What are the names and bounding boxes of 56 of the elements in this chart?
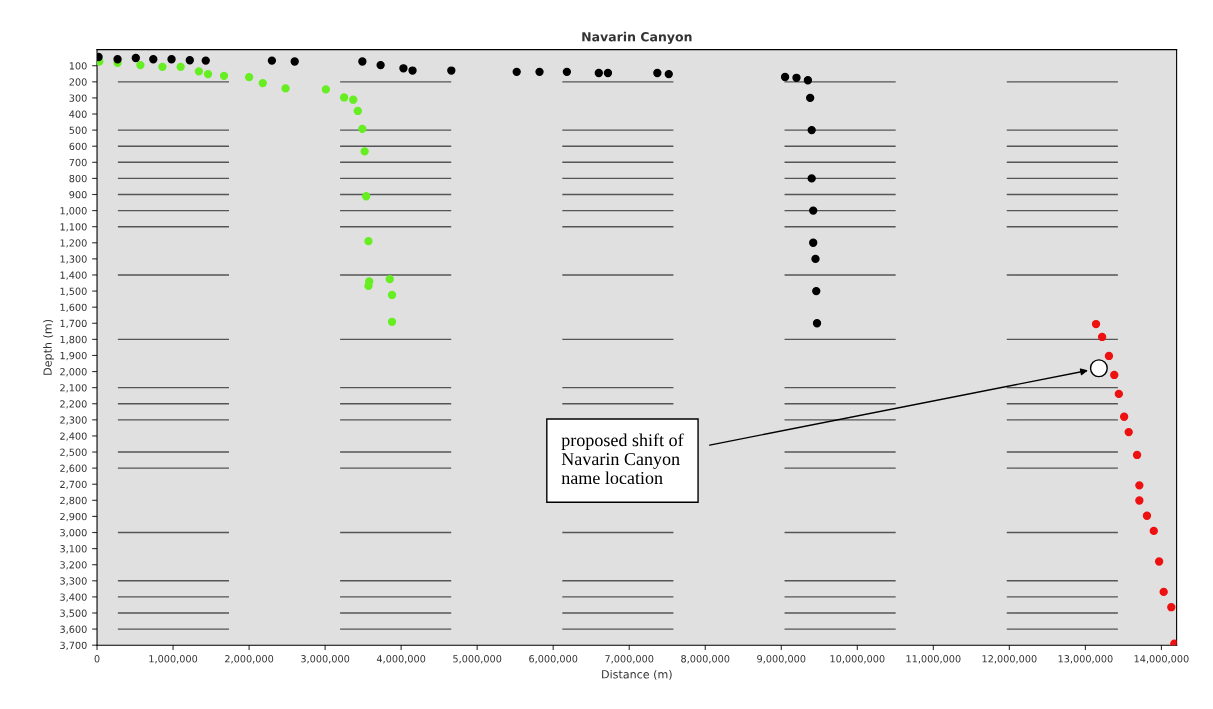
annotation: proposed shift of Navarin Canyon name location (561, 433, 684, 485)
y-tick-label: 600 (69, 142, 87, 151)
y-tick-label: 1,100 (60, 223, 87, 232)
y-tick-label: 900 (69, 190, 87, 199)
y-tick-label: 3,400 (60, 593, 87, 602)
y-tick-label: 2,500 (60, 448, 87, 457)
y-tick-label: 2,800 (60, 496, 87, 506)
y-tick-label: 200 (69, 78, 87, 86)
y-tick-label: 2,600 (60, 464, 87, 473)
y-tick-label: 3,200 (60, 561, 87, 570)
x-tick-label: 8,000,000 (681, 655, 730, 664)
y-tick-label: 1,300 (60, 255, 87, 264)
y-tick-label: 1,600 (60, 303, 87, 312)
y-tick-label: 100 (69, 62, 87, 70)
y-tick-label: 3,500 (60, 609, 87, 618)
y-tick-label: 300 (69, 94, 87, 102)
y-tick-label: 1,800 (60, 335, 87, 345)
y-tick-label: 1,200 (60, 239, 87, 248)
x-tick-label: 3,000,000 (301, 655, 350, 664)
y-tick-label: 2,200 (60, 400, 87, 409)
y-tick-label: 500 (69, 126, 87, 134)
y-tick-label: 2,000 (60, 368, 87, 377)
y-tick-label: 2,300 (60, 416, 87, 425)
x-tick-label: 7,000,000 (605, 655, 654, 664)
y-tick-label: 2,400 (60, 432, 87, 441)
y-tick-label: 2,100 (60, 384, 87, 393)
y-tick-label: 1,900 (60, 351, 87, 361)
y-axis-title: Depth (m) (43, 319, 54, 375)
x-tick-label: 9,000,000 (757, 655, 806, 664)
x-tick-label: 10,000,000 (830, 655, 885, 664)
x-tick-label: 11,000,000 (906, 655, 961, 664)
x-tick-label: 0 (94, 655, 100, 663)
x-tick-label: 2,000,000 (225, 655, 274, 664)
x-tick-label: 14,000,000 (1134, 655, 1189, 664)
x-tick-label: 4,000,000 (376, 655, 426, 664)
y-tick-label: 3,000 (60, 528, 87, 538)
x-tick-label: 13,000,000 (1058, 655, 1113, 664)
y-tick-label: 1,400 (60, 271, 87, 280)
x-axis-title: Distance (m) (602, 669, 672, 680)
y-tick-label: 2,900 (60, 512, 87, 522)
y-tick-label: 1,000 (60, 207, 87, 216)
y-tick-label: 700 (69, 158, 87, 167)
y-tick-label: 1,500 (60, 287, 87, 296)
chart-title: Navarin Canyon (582, 31, 692, 44)
y-tick-label: 2,700 (60, 480, 87, 490)
x-tick-label: 5,000,000 (453, 655, 502, 664)
y-tick-label: 3,300 (60, 577, 87, 586)
y-tick-label: 800 (69, 174, 87, 183)
y-tick-label: 400 (69, 110, 87, 118)
y-tick-label: 3,700 (60, 641, 87, 651)
x-tick-label: 1,000,000 (149, 655, 198, 664)
y-tick-label: 3,600 (60, 625, 87, 634)
y-tick-label: 3,100 (60, 545, 87, 554)
x-tick-label: 6,000,000 (529, 655, 578, 664)
y-tick-label: 1,700 (60, 319, 87, 329)
x-tick-label: 12,000,000 (982, 655, 1037, 664)
